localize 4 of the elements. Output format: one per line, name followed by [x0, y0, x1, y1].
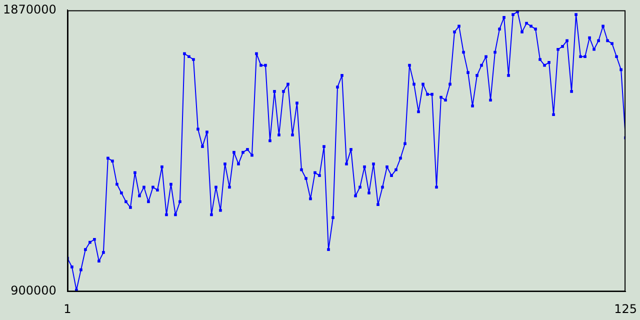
y-tick-label: 900000 — [10, 284, 56, 298]
x-tick-label: 125 — [614, 302, 637, 316]
y-tick-label: 1870000 — [2, 2, 56, 16]
x-tick-label: 1 — [64, 302, 72, 316]
